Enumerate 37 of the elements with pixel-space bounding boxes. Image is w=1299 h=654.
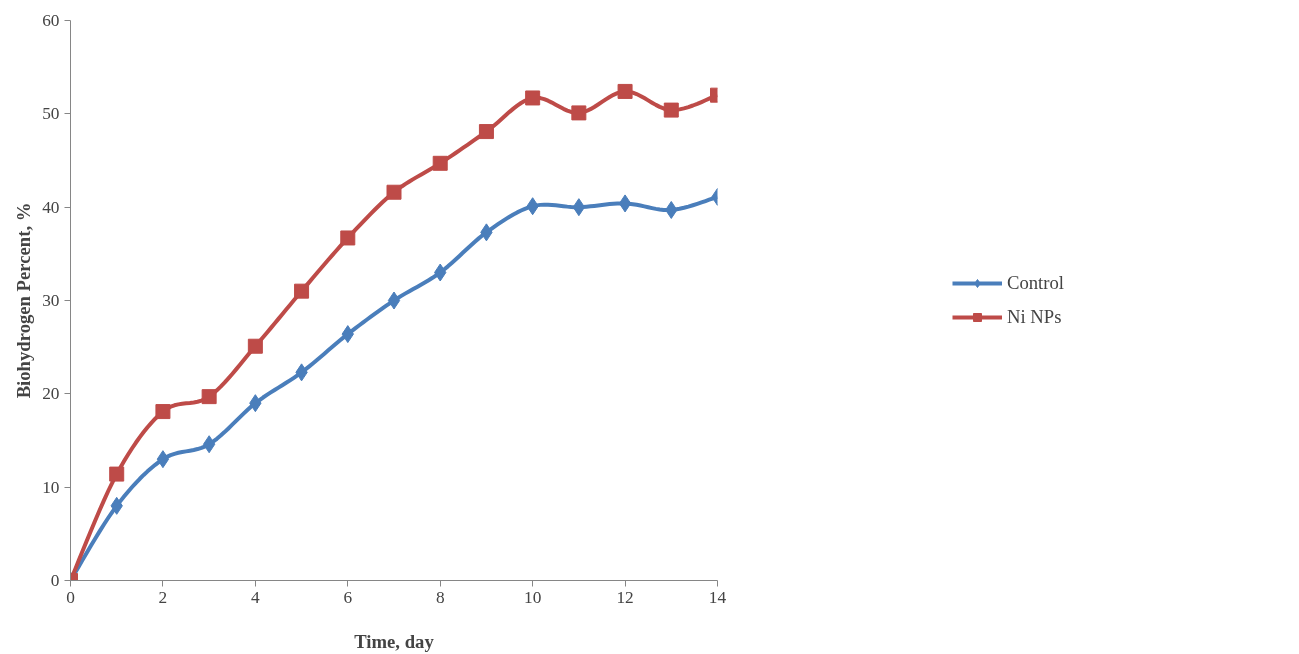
point <box>247 338 263 354</box>
point <box>201 389 217 405</box>
x-tick-label: 0 <box>66 587 75 607</box>
point <box>618 194 632 213</box>
point <box>572 198 586 217</box>
y-tick-label: 30 <box>42 291 60 310</box>
point <box>663 102 679 118</box>
point <box>387 291 401 310</box>
point <box>478 124 494 140</box>
x-tick-label: 10 <box>523 587 542 607</box>
point <box>386 184 402 200</box>
y-tick-label: 20 <box>42 384 60 404</box>
x-axis-title: Time, day <box>354 630 435 652</box>
y-axis-title: Biohydrogen Percent, % <box>13 202 35 399</box>
y-tick-label: 10 <box>42 477 60 497</box>
y-tick-label: 50 <box>42 104 60 124</box>
x-tick-label: 14 <box>708 587 727 607</box>
legend-label: Control <box>1006 272 1065 294</box>
y-tick-label: 60 <box>42 11 60 30</box>
point <box>571 105 587 121</box>
point <box>617 83 633 99</box>
point <box>155 404 171 420</box>
point <box>202 435 216 454</box>
point <box>156 450 170 469</box>
x-tick-label: 8 <box>435 587 445 607</box>
point <box>432 155 448 171</box>
y-tick-label: 0 <box>50 571 60 590</box>
point <box>294 283 310 299</box>
x-tick-label: 6 <box>343 587 353 607</box>
y-tick-label: 40 <box>42 197 60 217</box>
point <box>109 466 125 482</box>
x-tick-label: 4 <box>251 587 261 607</box>
legend-label: Ni NPs <box>1006 306 1062 328</box>
point <box>340 230 356 246</box>
x-tick-label: 12 <box>616 587 634 607</box>
point <box>525 90 541 106</box>
x-tick-label: 2 <box>158 587 168 607</box>
